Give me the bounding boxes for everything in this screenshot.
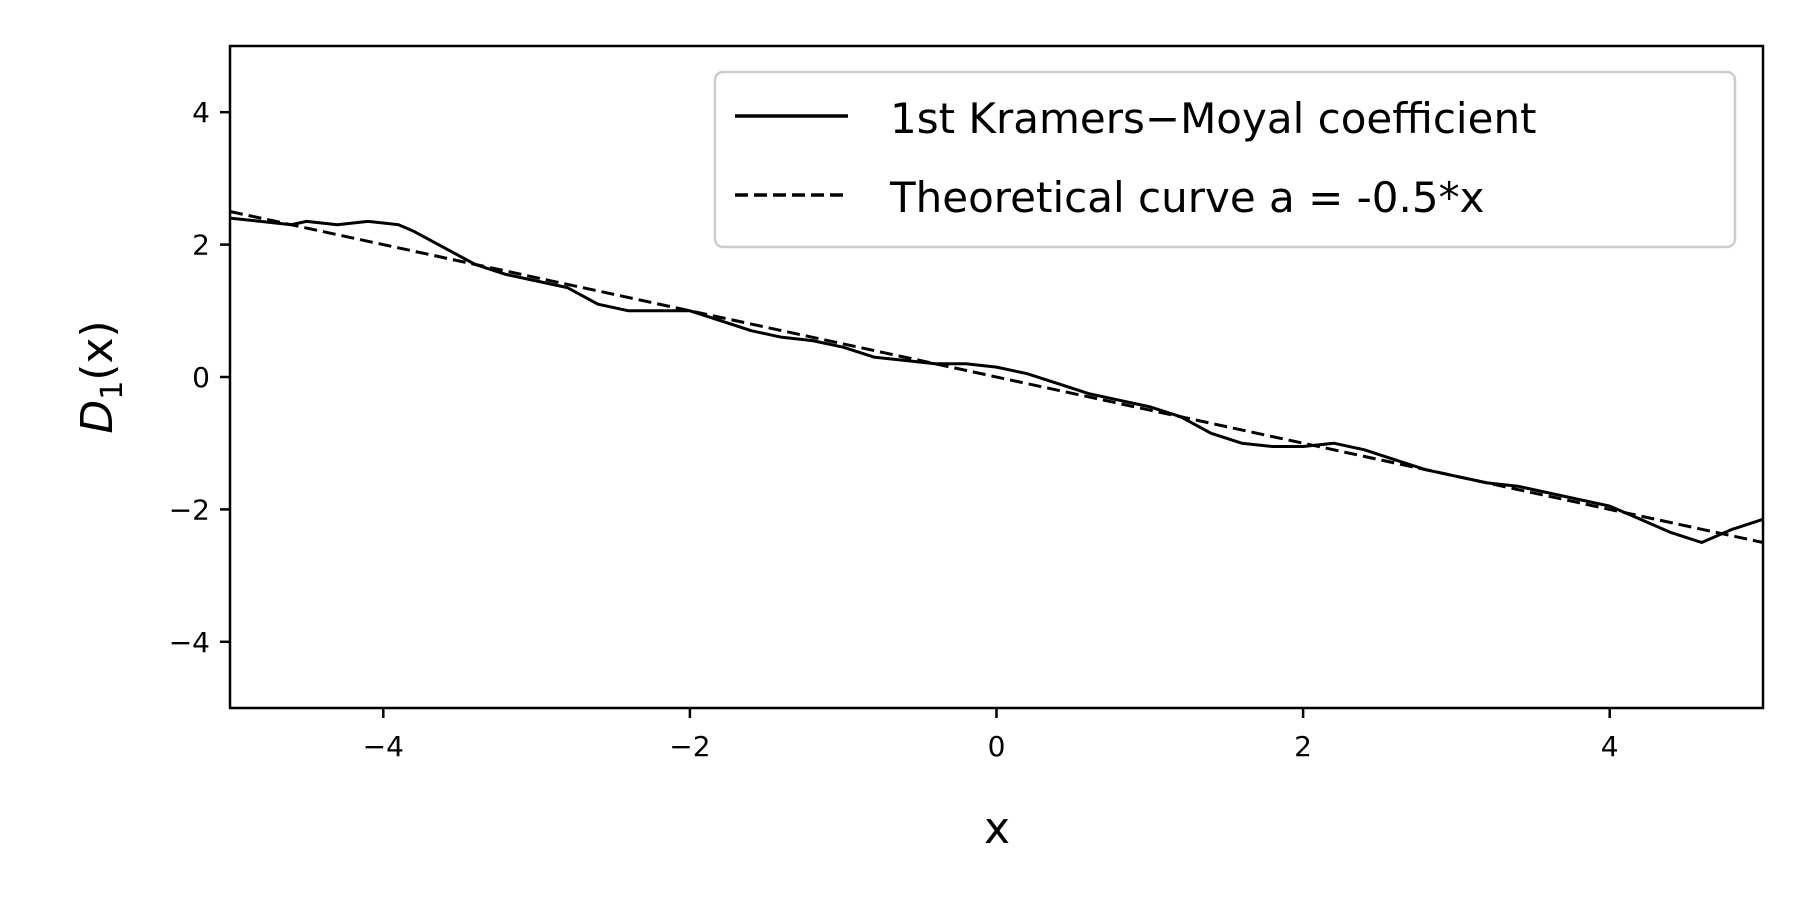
series-group: [229, 210, 1764, 544]
x-tick-label: −2: [669, 730, 710, 763]
y-axis-title-subscript: 1: [95, 381, 130, 400]
y-tick-label: 0: [192, 361, 210, 394]
x-tick-label: −4: [363, 730, 404, 763]
kramers-moyal-line: [229, 216, 1764, 544]
y-tick-label: −2: [169, 493, 210, 526]
legend-box: [713, 70, 1737, 249]
x-tick-label: 4: [1601, 730, 1619, 763]
y-tick-label: −4: [169, 626, 210, 659]
legend-label-theoretical-curve: Theoretical curve a = -0.5*x: [889, 173, 1484, 222]
y-axis-title-tail: (x): [72, 320, 123, 380]
plot-frame: [228, 44, 1765, 710]
y-axis-title: D1(x): [72, 320, 130, 433]
y-tick-label: 4: [192, 96, 210, 129]
y-tick-label: 2: [192, 229, 210, 262]
x-tick-label: 2: [1294, 730, 1312, 763]
legend: 1st Kramers−Moyal coefficient Theoretica…: [713, 70, 1737, 249]
tick-group: −4 −2 0 2 4 −4 −2 0 2 4: [169, 96, 1619, 763]
theoretical-curve-line: [229, 210, 1764, 544]
x-tick-label: 0: [988, 730, 1006, 763]
legend-label-kramers-moyal: 1st Kramers−Moyal coefficient: [890, 94, 1537, 143]
y-axis-title-main: D: [72, 400, 123, 434]
x-axis-title: x: [984, 803, 1010, 854]
